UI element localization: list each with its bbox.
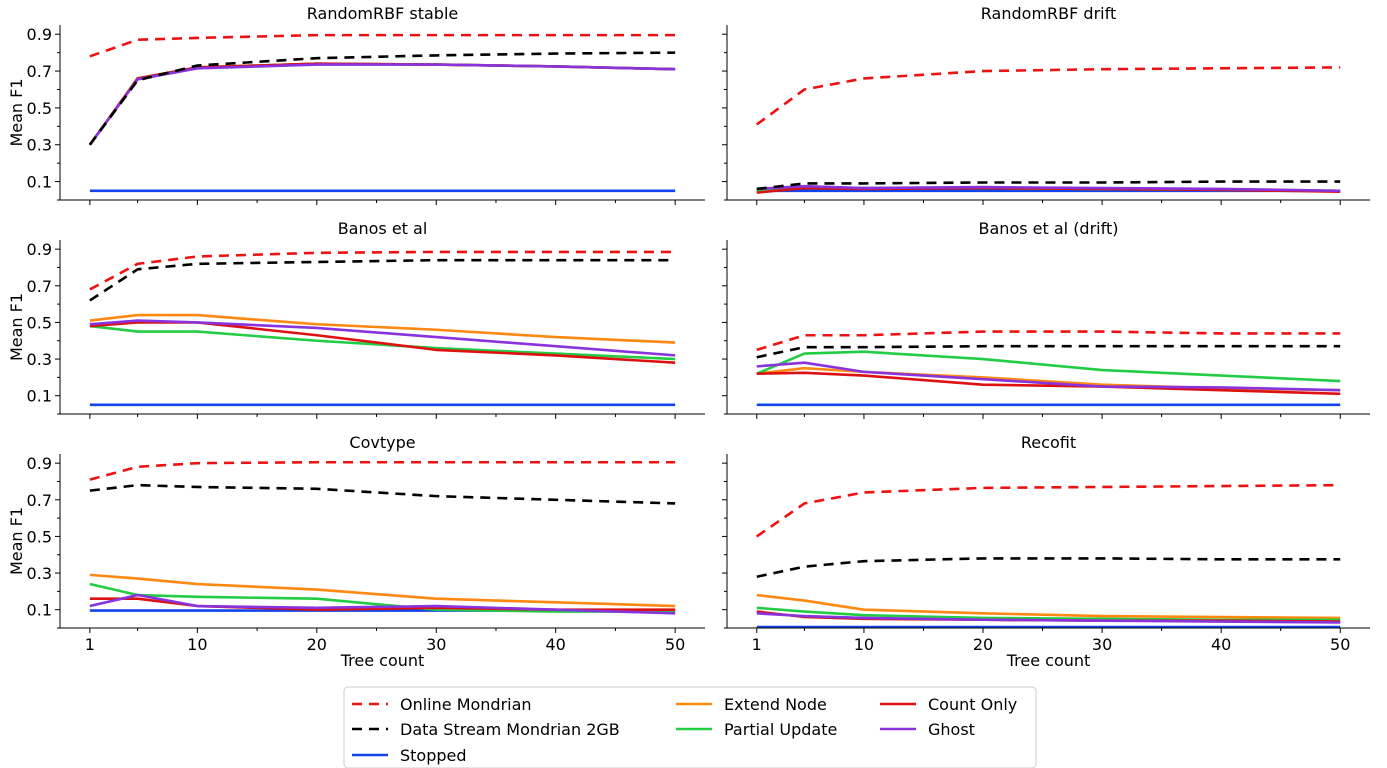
- legend-label-ghost: Ghost: [928, 720, 975, 739]
- panel-title-randomrbf-stable: RandomRBF stable: [307, 4, 458, 23]
- panel-recofit: Recofit 1 10 20 30 40 50 Tree count: [722, 433, 1370, 670]
- series-line-ghost-banos-et-al: [89, 319, 676, 357]
- series-line-data-stream-mondrian-2gb-banos-et-al: [89, 258, 676, 302]
- y-tick-label: 0.7: [27, 491, 52, 510]
- series-line-extend-node-covtype: [89, 573, 676, 608]
- panel-title-covtype: Covtype: [349, 433, 415, 452]
- panel-title-banos-et-al-drift: Banos et al (drift): [979, 219, 1119, 238]
- y-tick-label: 0.3: [27, 350, 52, 369]
- series-line-online-mondrian-randomrbf-stable: [89, 33, 676, 58]
- x-tick-label: 20: [307, 635, 327, 654]
- y-tick-label: 0.9: [27, 240, 52, 259]
- panel-title-randomrbf-drift: RandomRBF drift: [981, 4, 1116, 23]
- y-tick-label: 0.7: [27, 277, 52, 296]
- x-axis-label: Tree count: [1006, 651, 1091, 670]
- legend-label-stopped: Stopped: [400, 746, 467, 765]
- y-axis-label: Mean F1: [7, 78, 26, 146]
- panel-banos-et-al-drift: Banos et al (drift): [722, 219, 1370, 419]
- series-line-data-stream-mondrian-2gb-randomrbf-drift: [756, 180, 1341, 191]
- x-tick-label: 40: [546, 635, 566, 654]
- x-tick-label: 30: [1092, 635, 1112, 654]
- series-line-online-mondrian-banos-et-al-drift: [756, 330, 1341, 352]
- legend-label-count-only: Count Only: [928, 695, 1017, 714]
- y-tick-label: 0.3: [27, 136, 52, 155]
- legend-frame: [343, 686, 1037, 768]
- y-axis-label: Mean F1: [7, 507, 26, 575]
- series-line-online-mondrian-covtype: [89, 460, 676, 481]
- series-line-data-stream-mondrian-2gb-banos-et-al-drift: [756, 344, 1341, 359]
- panel-randomrbf-drift: RandomRBF drift: [722, 4, 1370, 205]
- series-line-online-mondrian-randomrbf-drift: [756, 66, 1341, 126]
- x-tick-label: 1: [752, 635, 762, 654]
- y-axis-label: Mean F1: [7, 293, 26, 361]
- legend-label-data-stream-mondrian-2gb: Data Stream Mondrian 2GB: [400, 720, 620, 739]
- series-line-partial-update-banos-et-al: [89, 324, 676, 361]
- y-tick-label: 0.1: [27, 387, 52, 406]
- panel-covtype: Covtype 0.1 0.3 0.5 0.7 0.9 Mean F1 1 10 20 30 40 50…: [7, 433, 705, 670]
- series-line-ghost-covtype: [89, 593, 676, 615]
- x-tick-label: 10: [187, 635, 207, 654]
- series-line-partial-update-banos-et-al-drift: [756, 350, 1341, 383]
- series-line-count-only-banos-et-al: [89, 321, 676, 365]
- series-line-extend-node-banos-et-al: [89, 313, 676, 344]
- y-tick-label: 0.9: [27, 25, 52, 44]
- series-line-data-stream-mondrian-2gb-randomrbf-stable: [88, 51, 676, 146]
- x-tick-label: 50: [1330, 635, 1350, 654]
- legend-label-online-mondrian: Online Mondrian: [400, 695, 532, 714]
- y-tick-label: 0.5: [27, 313, 52, 332]
- panel-randomrbf-stable: RandomRBF stable 0.1 0.3 0.5 0.7 0.9 Mean F1: [7, 4, 705, 205]
- series-line-online-mondrian-recofit: [756, 483, 1341, 538]
- series-line-ghost-randomrbf-stable: [88, 63, 676, 146]
- series-line-data-stream-mondrian-2gb-recofit: [756, 557, 1341, 578]
- y-tick-label: 0.1: [27, 601, 52, 620]
- y-tick-label: 0.9: [27, 454, 52, 473]
- y-tick-label: 0.1: [27, 173, 52, 192]
- legend-label-extend-node: Extend Node: [724, 695, 827, 714]
- y-tick-label: 0.5: [27, 527, 52, 546]
- series-line-ghost-banos-et-al-drift: [756, 361, 1341, 392]
- series-line-ghost-randomrbf-drift: [756, 184, 1341, 193]
- x-tick-label: 50: [665, 635, 685, 654]
- y-tick-label: 0.3: [27, 564, 52, 583]
- y-tick-label: 0.5: [27, 99, 52, 118]
- series-line-count-only-banos-et-al-drift: [756, 371, 1341, 396]
- series-line-online-mondrian-banos-et-al: [89, 250, 676, 291]
- panel-banos-et-al: Banos et al 0.1 0.3 0.5 0.7 0.9 Mean F1: [7, 219, 705, 419]
- legend: Online Mondrian Data Stream Mondrian 2GB S…: [343, 686, 1037, 768]
- panel-title-recofit: Recofit: [1021, 433, 1076, 452]
- series-line-ghost-recofit: [756, 612, 1341, 624]
- x-tick-label: 30: [426, 635, 446, 654]
- x-tick-label: 1: [85, 635, 95, 654]
- x-tick-label: 20: [973, 635, 993, 654]
- x-axis-label: Tree count: [340, 651, 425, 670]
- panel-title-banos-et-al: Banos et al: [338, 219, 428, 238]
- y-tick-label: 0.7: [27, 62, 52, 81]
- legend-label-partial-update: Partial Update: [724, 720, 837, 739]
- x-tick-label: 40: [1211, 635, 1231, 654]
- series-line-extend-node-recofit: [756, 593, 1341, 620]
- series-line-data-stream-mondrian-2gb-covtype: [89, 483, 676, 505]
- x-tick-label: 10: [854, 635, 874, 654]
